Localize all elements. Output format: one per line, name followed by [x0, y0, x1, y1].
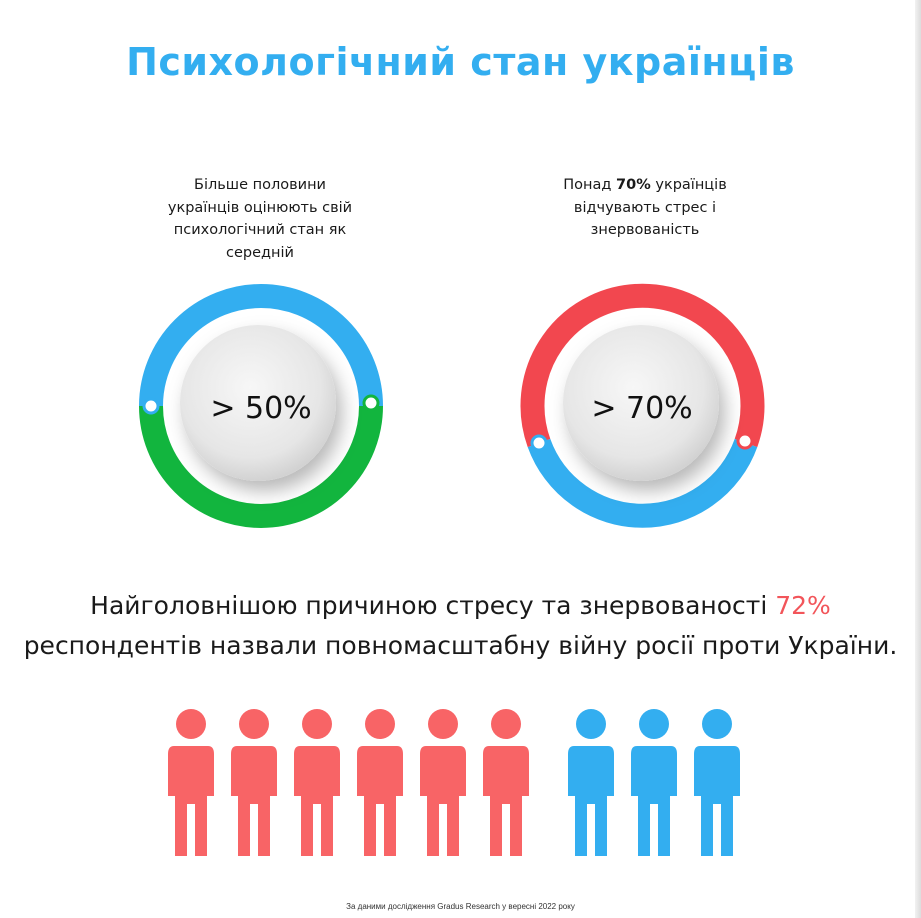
statement-highlight: 72% — [775, 591, 831, 620]
left-center-disc — [180, 325, 336, 481]
right-ring-top-arc — [520, 283, 765, 448]
person-icon — [568, 708, 614, 862]
right-caption-bold: 70% — [616, 177, 651, 193]
right-ring-marker-left — [530, 434, 548, 452]
person-icon — [357, 708, 403, 862]
person-icon — [483, 708, 529, 862]
right-ring-marker-right — [736, 432, 754, 450]
left-ring-gauge: > 50% — [136, 283, 386, 533]
right-caption-suffix: українців відчувають стрес і знервованіс… — [573, 177, 727, 238]
people-row — [168, 708, 748, 858]
left-ring-top-arc — [139, 284, 383, 407]
left-caption: Більше половини українців оцінюють свій … — [167, 177, 353, 261]
left-ring-marker-right — [362, 394, 380, 412]
right-center-disc — [563, 325, 719, 481]
person-icon — [420, 708, 466, 862]
source-footnote: За даними дослідження Gradus Research у … — [346, 902, 575, 911]
right-caption: Понад 70% українців відчувають стрес і з… — [540, 174, 750, 242]
statement-after: респондентів назвали повномасштабну війн… — [23, 631, 898, 660]
person-icon — [694, 708, 740, 862]
page-title: Психологічний стан українців — [126, 40, 795, 84]
person-icon — [631, 708, 677, 862]
left-ring-marker-left — [142, 397, 160, 415]
right-ring-gauge: > 70% — [517, 283, 767, 533]
left-ring-bottom-arc — [139, 405, 383, 528]
person-icon — [168, 708, 214, 862]
right-caption-prefix: Понад — [563, 177, 617, 193]
right-gauge-value: > 70% — [591, 390, 693, 426]
person-icon — [231, 708, 277, 862]
person-icon — [294, 708, 340, 862]
key-statement: Найголовнішою причиною стресу та знервов… — [0, 586, 921, 666]
left-gauge-value: > 50% — [210, 390, 312, 426]
statement-before: Найголовнішою причиною стресу та знервов… — [90, 591, 776, 620]
right-ring-bottom-arc — [527, 438, 758, 528]
page-edge — [915, 0, 921, 918]
